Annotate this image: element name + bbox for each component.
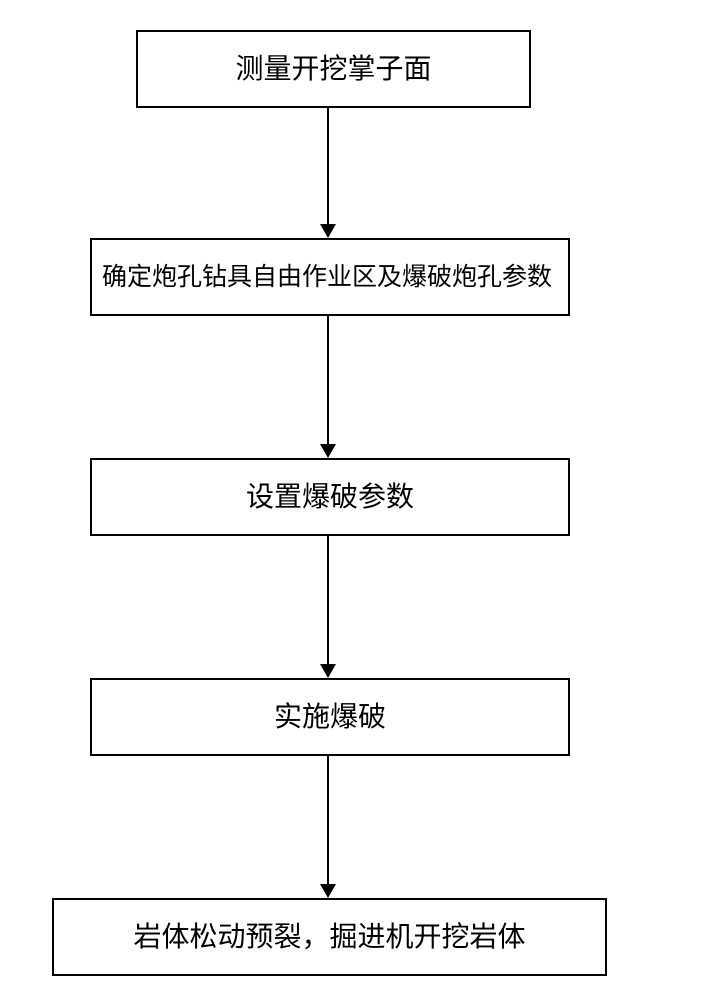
arrow-1-head xyxy=(320,224,336,238)
flowchart-node-3-label: 设置爆破参数 xyxy=(92,479,568,515)
arrow-2-line xyxy=(327,316,329,444)
flowchart-node-5: 岩体松动预裂，掘进机开挖岩体 xyxy=(52,898,607,976)
arrow-2-head xyxy=(320,444,336,458)
arrow-4-line xyxy=(327,756,329,884)
arrow-1-line xyxy=(327,108,329,224)
arrow-3-line xyxy=(327,536,329,664)
flowchart-node-5-label: 岩体松动预裂，掘进机开挖岩体 xyxy=(54,919,605,955)
flowchart-node-3: 设置爆破参数 xyxy=(90,458,570,536)
flowchart-node-4: 实施爆破 xyxy=(90,678,570,756)
flowchart-node-4-label: 实施爆破 xyxy=(92,699,568,735)
flowchart-node-1: 测量开挖掌子面 xyxy=(136,30,531,108)
arrow-3-head xyxy=(320,664,336,678)
flowchart-container: 测量开挖掌子面 确定炮孔钻具自由作业区及爆破炮孔参数 设置爆破参数 实施爆破 岩… xyxy=(0,0,703,1000)
flowchart-node-1-label: 测量开挖掌子面 xyxy=(138,51,529,87)
flowchart-node-2: 确定炮孔钻具自由作业区及爆破炮孔参数 xyxy=(90,238,570,316)
flowchart-node-2-label: 确定炮孔钻具自由作业区及爆破炮孔参数 xyxy=(92,261,568,294)
arrow-4-head xyxy=(320,884,336,898)
